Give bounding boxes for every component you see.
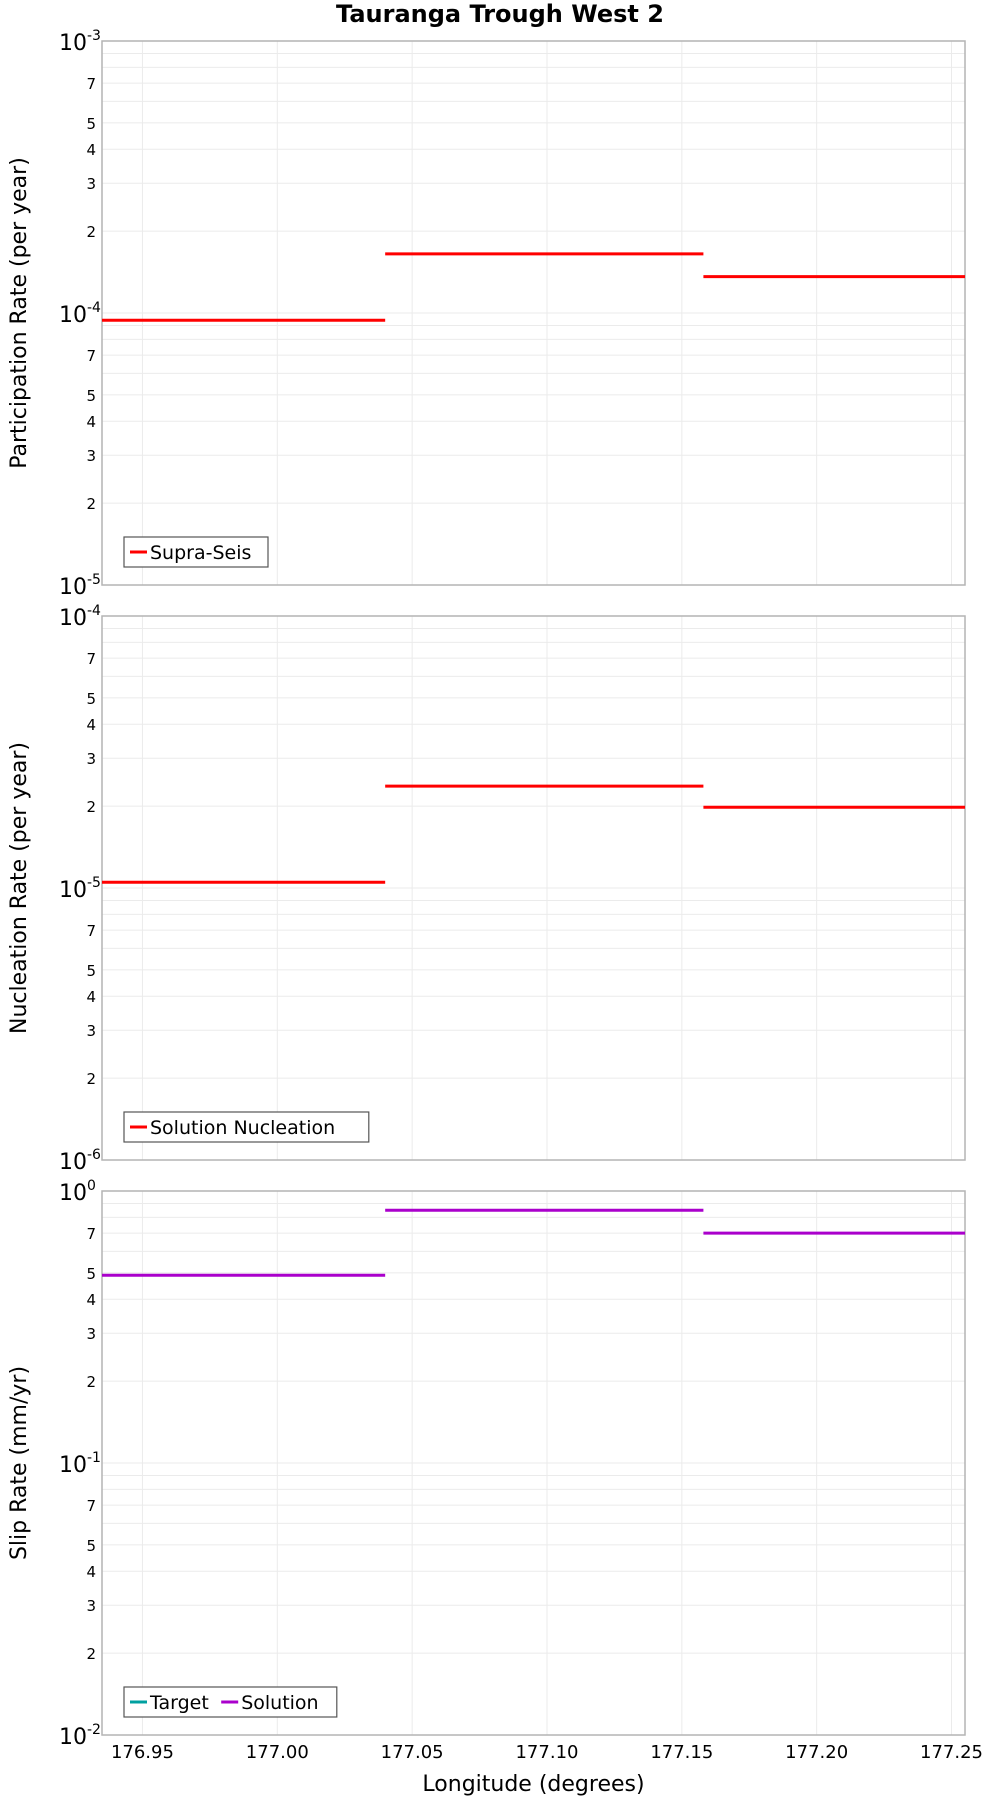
y-tick-label-minor: 3 (86, 1325, 96, 1343)
legend: Target Solution (123, 1686, 338, 1718)
y-tick-label-minor: 2 (86, 1645, 96, 1663)
y-tick-label-minor: 5 (86, 115, 96, 133)
y-tick-label-minor: 7 (86, 75, 96, 93)
legend-box (123, 536, 269, 568)
x-axis-label: Longitude (degrees) (422, 1772, 644, 1797)
y-axis-label: Nucleation Rate (per year) (7, 742, 32, 1034)
y-tick-label-minor: 2 (86, 798, 96, 816)
y-tick-exponent: -4 (87, 603, 101, 619)
y-tick-label-minor: 4 (86, 988, 96, 1006)
y-tick-label-minor: 5 (86, 962, 96, 980)
y-tick-label-major: 10-4 (59, 300, 101, 328)
y-tick-label-major: 10-2 (59, 1722, 101, 1750)
x-tick-label: 177.20 (785, 1742, 848, 1763)
y-tick-label-major: 10-1 (59, 1450, 101, 1478)
y-tick-label-major: 100 (59, 1178, 96, 1206)
legend-box (123, 1111, 370, 1143)
plot-frame (101, 40, 966, 586)
x-tick-label: 177.25 (920, 1742, 983, 1763)
legend-label: Target (149, 1692, 209, 1714)
y-tick-base: 10 (59, 878, 87, 903)
y-tick-label-minor: 3 (86, 175, 96, 193)
y-tick-base: 10 (59, 575, 87, 600)
y-tick-exponent: -3 (87, 28, 101, 44)
y-tick-base: 10 (59, 1453, 87, 1478)
y-tick-label-minor: 7 (86, 650, 96, 668)
y-tick-label-minor: 2 (86, 1373, 96, 1391)
y-tick-exponent: -2 (87, 1722, 101, 1738)
y-tick-exponent: -6 (87, 1147, 101, 1163)
x-tick-label: 177.15 (650, 1742, 713, 1763)
y-tick-label-minor: 4 (86, 1291, 96, 1309)
y-tick-base: 10 (59, 1150, 87, 1175)
y-tick-label-minor: 4 (86, 141, 96, 159)
y-tick-base: 10 (59, 303, 87, 328)
y-tick-label-minor: 3 (86, 447, 96, 465)
y-tick-label-major: 10-3 (59, 28, 101, 56)
x-tick-label: 176.95 (111, 1742, 174, 1763)
y-tick-label-major: 10-5 (59, 572, 101, 600)
y-tick-label-minor: 7 (86, 922, 96, 940)
y-tick-label-minor: 5 (86, 1265, 96, 1283)
y-tick-exponent: -4 (87, 300, 101, 316)
y-tick-label-minor: 2 (86, 495, 96, 513)
legend-label: Supra-Seis (150, 542, 251, 564)
plot-frame (101, 1190, 966, 1736)
y-tick-label-minor: 5 (86, 1537, 96, 1555)
legend: Solution Nucleation (123, 1111, 370, 1143)
y-tick-exponent: 0 (87, 1178, 96, 1194)
legend-label: Solution Nucleation (150, 1117, 335, 1139)
y-tick-label-minor: 5 (86, 690, 96, 708)
y-tick-base: 10 (59, 31, 87, 56)
y-tick-label-minor: 4 (86, 413, 96, 431)
y-tick-label-minor: 4 (86, 1563, 96, 1581)
y-tick-label-minor: 3 (86, 750, 96, 768)
y-tick-base: 10 (59, 606, 87, 631)
x-tick-label: 177.05 (381, 1742, 444, 1763)
y-tick-label-minor: 7 (86, 1497, 96, 1515)
x-tick-label: 177.00 (246, 1742, 309, 1763)
y-tick-label-minor: 3 (86, 1022, 96, 1040)
legend-label: Solution (241, 1692, 318, 1714)
x-tick-label: 177.10 (515, 1742, 578, 1763)
y-tick-label-major: 10-6 (59, 1147, 101, 1175)
y-tick-label-minor: 4 (86, 716, 96, 734)
y-tick-base: 10 (59, 1725, 87, 1750)
y-tick-label-minor: 3 (86, 1597, 96, 1615)
y-tick-label-minor: 5 (86, 387, 96, 405)
figure-title: Tauranga Trough West 2 (336, 0, 664, 28)
plot-frame (101, 615, 966, 1161)
y-tick-exponent: -1 (87, 1450, 101, 1466)
y-tick-exponent: -5 (87, 572, 101, 588)
y-tick-base: 10 (59, 1181, 87, 1206)
y-axis-label: Participation Rate (per year) (7, 157, 32, 469)
y-tick-label-major: 10-4 (59, 603, 101, 631)
y-tick-label-minor: 7 (86, 347, 96, 365)
y-tick-exponent: -5 (87, 875, 101, 891)
legend: Supra-Seis (123, 536, 269, 568)
y-tick-label-major: 10-5 (59, 875, 101, 903)
y-tick-label-minor: 2 (86, 223, 96, 241)
y-tick-label-minor: 2 (86, 1070, 96, 1088)
y-axis-label: Slip Rate (mm/yr) (7, 1366, 32, 1560)
y-tick-label-minor: 7 (86, 1225, 96, 1243)
